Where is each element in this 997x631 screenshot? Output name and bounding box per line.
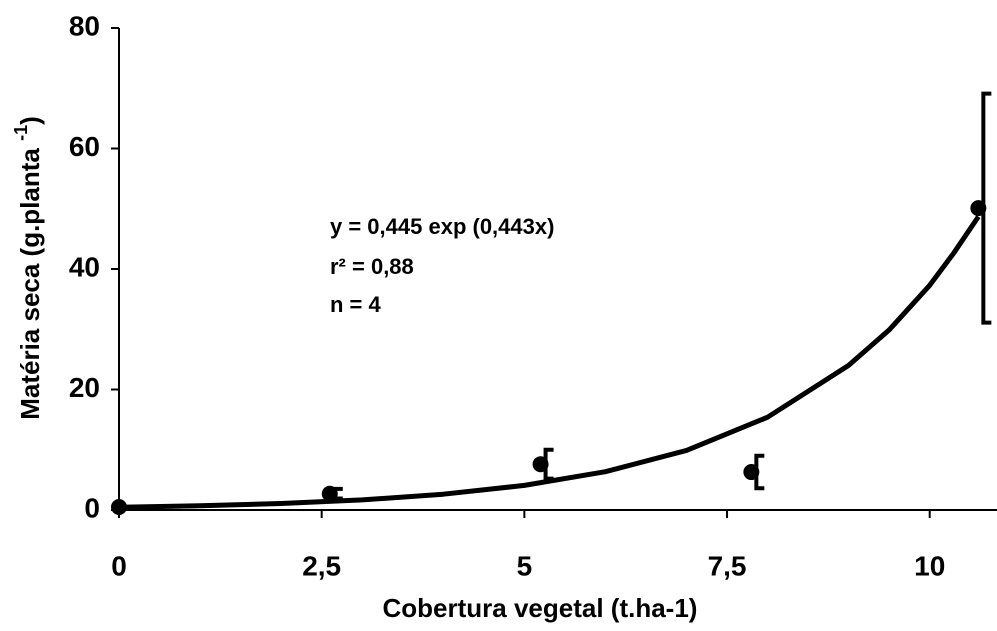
y-tick-label: 80	[69, 10, 100, 41]
y-tick-label: 60	[69, 131, 100, 162]
y-tick-label: 20	[69, 372, 100, 403]
x-tick-label: 5	[517, 550, 533, 581]
data-point	[532, 456, 549, 473]
x-axis-label: Cobertura vegetal (t.ha-1)	[383, 593, 698, 623]
y-axis-label: Matéria seca (g.planta -1)	[11, 116, 45, 420]
data-point	[970, 200, 987, 217]
annotation: r² = 0,88	[330, 254, 414, 279]
data-point	[743, 464, 760, 481]
y-label-text: Matéria seca (g.planta	[15, 141, 45, 420]
y-label-end: )	[15, 116, 45, 125]
annotation: n = 4	[330, 292, 382, 317]
y-tick-label: 0	[84, 492, 100, 523]
x-tick-label: 10	[914, 550, 945, 581]
x-tick-label: 0	[111, 550, 127, 581]
x-tick-label: 7,5	[708, 550, 747, 581]
fit-curve	[118, 215, 981, 510]
data-point	[111, 498, 127, 515]
annotation: y = 0,445 exp (0,443x)	[330, 214, 554, 239]
data-point	[321, 485, 338, 502]
x-tick-label: 2,5	[302, 550, 341, 581]
y-tick-label: 40	[69, 251, 100, 282]
y-label-exponent: -1	[11, 125, 31, 141]
